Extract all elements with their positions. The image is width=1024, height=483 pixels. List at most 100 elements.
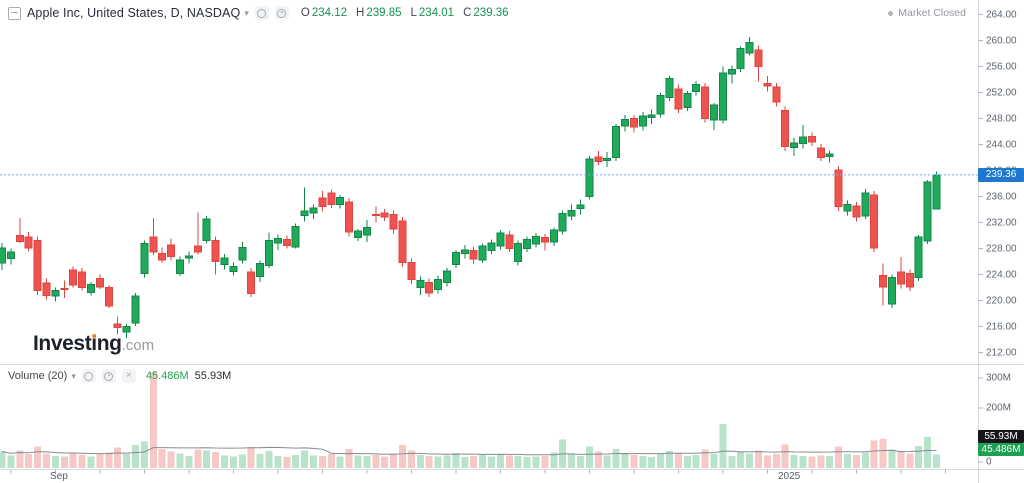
chevron-down-icon[interactable]: ▾ <box>244 7 249 18</box>
volume-bar <box>692 454 700 468</box>
volume-bar <box>60 456 68 468</box>
volume-bar <box>301 450 309 468</box>
volume-bar <box>470 456 478 468</box>
volume-bar <box>43 453 50 468</box>
volume-bar <box>746 453 754 468</box>
candle-body <box>923 181 932 242</box>
candle-body <box>514 243 523 263</box>
candle-body <box>594 156 603 163</box>
price-tick-label: 248.00 <box>986 113 1017 125</box>
high-value: 239.85 <box>366 7 402 19</box>
symbol-title[interactable]: Apple Inc, United States, D, NASDAQ <box>27 6 241 20</box>
volume-bar <box>479 454 487 468</box>
candle-body <box>122 326 131 333</box>
eye-icon <box>84 371 94 381</box>
candle-body <box>896 271 905 285</box>
investing-watermark: Investı ng.com <box>33 332 155 355</box>
candle-body <box>861 192 870 217</box>
gear-icon <box>104 371 114 381</box>
volume-bar <box>283 457 291 468</box>
volume-bar <box>399 445 406 468</box>
volume-current-badge: 45.486M <box>978 443 1024 456</box>
eye-toggle-button[interactable] <box>81 369 96 383</box>
candle-body <box>825 153 834 157</box>
volume-bar <box>683 456 691 468</box>
volume-bar <box>924 437 932 468</box>
volume-bar <box>176 453 184 468</box>
candle-body <box>665 77 674 98</box>
volume-bar <box>34 446 42 468</box>
volume-bar <box>114 447 122 468</box>
volume-bar <box>221 455 228 468</box>
candle-body <box>15 235 24 243</box>
price-tick-label: 236.00 <box>986 191 1017 203</box>
volume-bar <box>158 448 166 468</box>
candle-body <box>540 237 549 243</box>
price-tick-label: 212.00 <box>986 347 1017 359</box>
candle-body <box>273 237 282 244</box>
candle-body <box>807 135 816 143</box>
watermark-tld: .com <box>121 337 155 354</box>
volume-bar <box>69 453 77 468</box>
candle-body <box>451 252 460 265</box>
low-label: L <box>410 7 417 19</box>
candle-body <box>220 257 229 265</box>
candle-body <box>487 242 496 252</box>
circle-toggle-button-2[interactable] <box>274 6 289 20</box>
volume-bar <box>621 453 629 468</box>
volume-legend-title[interactable]: Volume (20) <box>8 370 68 382</box>
volume-bar <box>51 456 59 468</box>
candle-body <box>496 232 505 247</box>
candle-body <box>282 239 291 246</box>
volume-bar <box>123 454 131 468</box>
volume-bar <box>906 453 914 468</box>
volume-bar <box>354 455 362 468</box>
open-value: 234.12 <box>311 7 347 19</box>
price-tick-label: 252.00 <box>986 87 1017 99</box>
volume-bar <box>167 451 175 468</box>
volume-bar <box>229 456 237 468</box>
settings-button[interactable] <box>101 369 116 383</box>
remove-indicator-button[interactable]: × <box>121 369 136 383</box>
candle-body <box>265 239 273 267</box>
price-tick-label: 224.00 <box>986 269 1017 281</box>
volume-tick-label: 200M <box>986 402 1012 414</box>
candle-body <box>612 126 621 159</box>
volume-bar <box>443 455 451 468</box>
candle-body <box>549 229 558 243</box>
volume-bar <box>372 454 380 468</box>
candle-body <box>647 114 656 118</box>
volume-bar <box>496 454 504 468</box>
candle-body <box>576 204 585 209</box>
candle-body <box>291 226 300 248</box>
circle-icon <box>257 8 267 18</box>
candle-body <box>772 86 781 103</box>
volume-bar <box>336 456 344 468</box>
price-tick-label: 260.00 <box>986 35 1017 47</box>
volume-bar <box>755 450 762 468</box>
candle-body <box>104 287 113 307</box>
price-tick-label: 216.00 <box>986 321 1017 333</box>
price-tick-label: 244.00 <box>986 139 1017 151</box>
volume-bar <box>701 449 709 468</box>
high-label: H <box>356 7 365 19</box>
market-status: Market Closed <box>888 7 966 19</box>
candle-body <box>674 88 683 110</box>
candle-body <box>309 207 318 214</box>
volume-bar <box>16 450 24 468</box>
collapse-icon[interactable] <box>8 6 21 20</box>
volume-bar <box>835 446 843 468</box>
price-tick-label: 264.00 <box>986 9 1017 21</box>
candle-body <box>327 192 336 206</box>
volume-bar <box>87 456 95 468</box>
volume-bar <box>523 457 531 468</box>
price-tick-label: 228.00 <box>986 243 1017 255</box>
candle-body <box>816 147 825 159</box>
volume-legend[interactable]: Volume (20) ▾ × 45.486M 55.93M <box>8 369 231 383</box>
chevron-down-icon[interactable]: ▾ <box>71 370 76 381</box>
volume-bar <box>203 450 211 468</box>
circle-toggle-button-1[interactable] <box>254 6 269 20</box>
